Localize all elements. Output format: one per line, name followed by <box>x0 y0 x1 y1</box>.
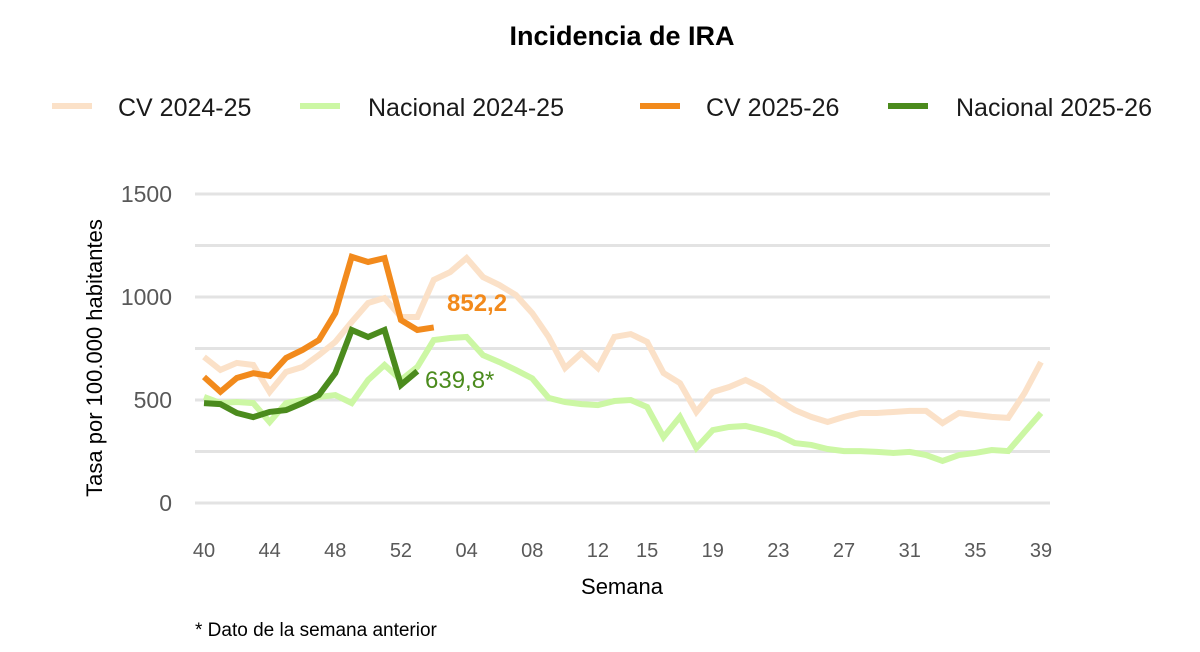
x-tick-label: 04 <box>455 540 477 562</box>
x-tick-label: 19 <box>702 540 724 562</box>
series-line-nacional-2025-26 <box>203 325 420 421</box>
series-lines <box>201 253 1044 465</box>
nacional-2025-26-last-value: 639,8* <box>425 367 494 394</box>
legend-label: Nacional 2025-26 <box>956 94 1152 122</box>
y-axis-ticks: 0 500 1000 1500 <box>121 181 172 516</box>
end-labels: 852,2 639,8* <box>425 290 507 394</box>
x-axis-ticks: 40 44 48 52 04 08 12 15 19 23 27 31 35 39 <box>193 540 1052 562</box>
x-tick-label: 12 <box>587 540 609 562</box>
x-tick-label: 35 <box>964 540 986 562</box>
cv-2025-26-last-value: 852,2 <box>447 290 507 317</box>
x-tick-label: 15 <box>636 540 658 562</box>
series-line-cv-2024-25 <box>202 253 1044 427</box>
x-tick-label: 48 <box>324 540 346 562</box>
x-tick-label: 23 <box>767 540 789 562</box>
x-tick-label: 52 <box>390 540 412 562</box>
series-line-cv-2025-26 <box>201 253 435 396</box>
legend-label: Nacional 2024-25 <box>368 94 564 122</box>
x-tick-label: 40 <box>193 540 215 562</box>
x-axis-label: Semana <box>581 574 664 599</box>
gridlines <box>195 192 1050 505</box>
y-tick-label: 500 <box>134 387 172 413</box>
series-line-nacional-2024-25 <box>202 333 1044 465</box>
x-tick-label: 39 <box>1030 540 1052 562</box>
x-tick-label: 44 <box>259 540 281 562</box>
legend-label: CV 2025-26 <box>706 94 839 122</box>
legend: CV 2024-25 Nacional 2024-25 CV 2025-26 Naci… <box>52 94 1152 122</box>
x-tick-label: 31 <box>899 540 921 562</box>
x-tick-label: 27 <box>833 540 855 562</box>
legend-label: CV 2024-25 <box>118 94 251 122</box>
footnote: * Dato de la semana anterior <box>195 620 438 641</box>
x-tick-label: 08 <box>521 540 543 562</box>
y-tick-label: 1000 <box>121 284 172 310</box>
chart-title: Incidencia de IRA <box>509 21 734 51</box>
y-tick-label: 0 <box>159 490 172 516</box>
y-tick-label: 1500 <box>121 181 172 207</box>
y-axis-label: Tasa por 100.000 habitantes <box>82 219 107 497</box>
